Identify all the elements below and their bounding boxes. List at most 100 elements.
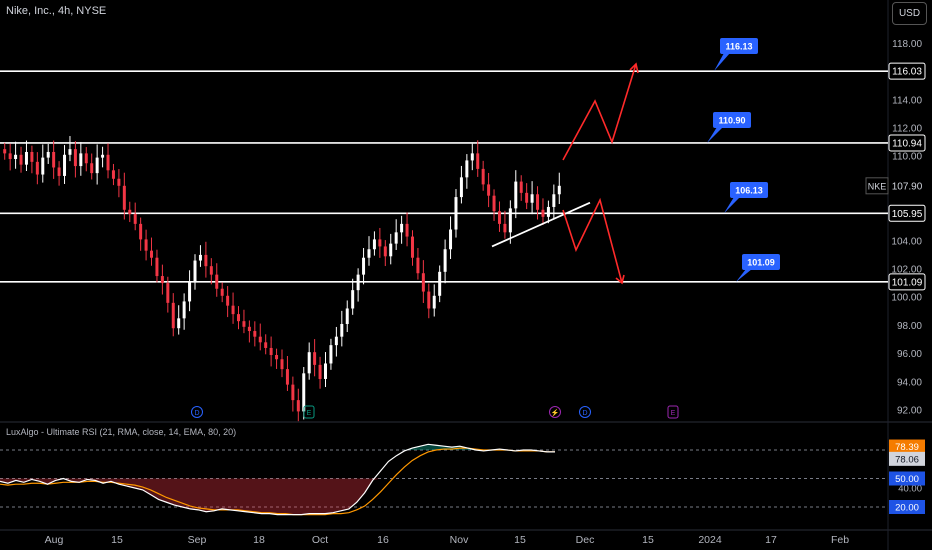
candle-body — [242, 321, 246, 327]
candle-body — [231, 305, 235, 315]
symbol-title: Nike, Inc., 4h, NYSE — [6, 5, 107, 17]
level-label-box — [888, 204, 926, 222]
candle-body — [95, 157, 99, 174]
candle-body — [160, 276, 164, 284]
y-tick-label: 112.00 — [892, 124, 922, 135]
y-tick-label: 94.00 — [897, 377, 922, 388]
rsi-value-label: 50.00 — [895, 474, 919, 485]
candle-body — [400, 223, 404, 233]
currency-button[interactable]: USD — [892, 2, 927, 25]
candle-body — [481, 168, 485, 185]
candle-body — [552, 194, 556, 207]
candle-body — [307, 352, 311, 374]
candle-body — [155, 257, 159, 277]
candle-body — [52, 151, 56, 168]
candle-body — [122, 185, 126, 210]
arrowhead-up — [629, 62, 639, 74]
symbol-badge-label: NKE — [868, 181, 887, 191]
candle-body — [372, 239, 376, 250]
x-tick-label: Dec — [576, 534, 595, 546]
candle-body — [101, 154, 105, 158]
candle-body — [14, 154, 18, 160]
event-marker — [303, 405, 315, 419]
candle-body — [530, 194, 534, 203]
rsi-value-badge — [889, 471, 925, 486]
candle-body — [405, 223, 409, 237]
rsi-value-badge — [889, 500, 925, 514]
indicator-title[interactable]: LuxAlgo - Ultimate RSI (21, RMA, close, … — [6, 427, 237, 437]
arrowhead-down — [615, 274, 625, 285]
symbol-badge — [865, 177, 889, 195]
callout-pointer — [714, 53, 730, 72]
x-tick-label: 16 — [377, 534, 389, 546]
rsi-value-badge — [889, 451, 925, 466]
candle-body — [237, 314, 240, 322]
callout-box — [730, 182, 768, 198]
candle-body — [79, 153, 83, 167]
candle-body — [269, 347, 273, 356]
candle-body — [30, 151, 34, 162]
candle-body — [275, 355, 279, 360]
rsi-value-label: 20.00 — [895, 503, 919, 514]
candle-body — [454, 197, 458, 230]
level-label: 110.94 — [892, 138, 922, 149]
candle-body — [465, 160, 469, 178]
callout-box — [720, 38, 758, 54]
level-label: 105.95 — [892, 209, 923, 220]
rsi-value-badge — [889, 439, 925, 454]
callout-label: 110.90 — [718, 116, 745, 126]
level-label-box — [888, 62, 926, 80]
callout-label: 116.13 — [725, 42, 752, 52]
candle-body — [340, 323, 344, 337]
candle-body — [443, 249, 447, 272]
candle-body — [35, 161, 39, 175]
candle-body — [492, 195, 496, 212]
candle-body — [285, 369, 289, 385]
event-marker-label: D — [582, 410, 587, 417]
candle-body — [421, 273, 425, 292]
y-tick-label: 92.00 — [897, 406, 922, 417]
candle-body — [171, 302, 175, 329]
x-tick-label: 17 — [765, 534, 777, 546]
candle-body — [525, 192, 529, 203]
candle-body — [432, 295, 436, 309]
callout-pointer — [736, 269, 752, 282]
callout-pointer — [724, 197, 740, 214]
candle-body — [362, 257, 366, 275]
y-tick-label: 104.00 — [891, 236, 922, 247]
x-tick-label: 15 — [514, 534, 526, 546]
candle-body — [57, 167, 61, 176]
callout-label: 101.09 — [747, 258, 775, 268]
candle-body — [182, 301, 186, 319]
candle-body — [247, 326, 251, 332]
x-tick-label: Nov — [450, 534, 469, 546]
candle-body — [345, 308, 349, 324]
candle-body — [427, 291, 431, 309]
candle-body — [215, 274, 219, 289]
candle-body — [280, 359, 284, 370]
rsi-value-label: 78.06 — [895, 454, 919, 465]
rsi-line — [0, 443, 555, 516]
candle-body — [378, 239, 382, 247]
event-marker-label: D — [194, 410, 199, 417]
y-tick-label: 96.00 — [897, 349, 922, 360]
callout-box — [742, 254, 780, 270]
candle-body — [150, 250, 154, 258]
candle-body — [541, 209, 545, 217]
x-tick-label: Feb — [831, 534, 849, 546]
event-marker-label: ⚡ — [551, 408, 560, 417]
candle-body — [356, 274, 360, 291]
event-marker — [191, 406, 203, 418]
candle-body — [470, 153, 474, 161]
event-marker — [549, 406, 561, 418]
event-marker-label: E — [307, 410, 312, 417]
x-tick-label: Sep — [188, 534, 207, 546]
x-tick-label: 18 — [253, 534, 265, 546]
projection-down-path — [562, 197, 623, 284]
candle-body — [220, 288, 224, 296]
candle-body — [204, 254, 208, 267]
candle-body — [334, 336, 338, 346]
candle-body — [3, 149, 7, 154]
candle-body — [557, 185, 561, 195]
